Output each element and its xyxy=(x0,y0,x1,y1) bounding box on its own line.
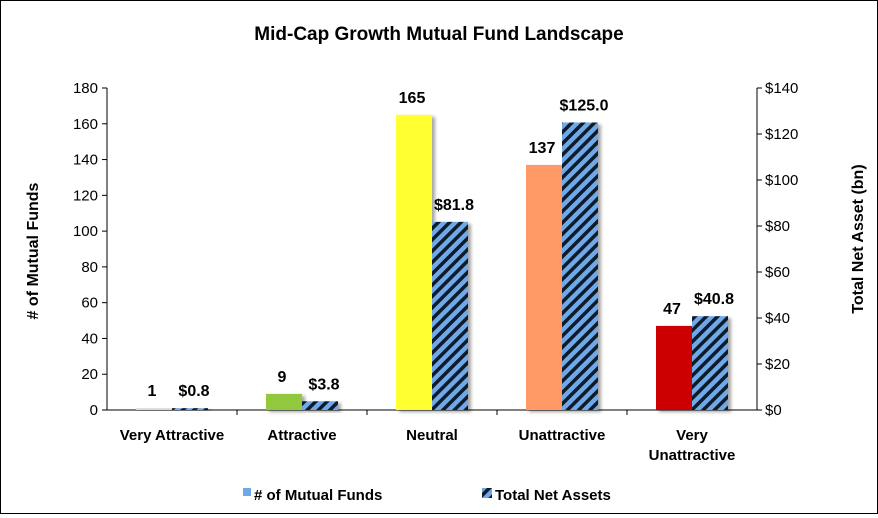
data-label-funds: 137 xyxy=(529,140,556,157)
data-label-funds: 1 xyxy=(148,383,157,400)
bar-net-assets xyxy=(432,221,468,410)
right-tick-label: $120 xyxy=(765,126,798,143)
bar-funds xyxy=(136,408,172,410)
chart-title: Mid-Cap Growth Mutual Fund Landscape xyxy=(254,24,623,45)
right-tick-label: $100 xyxy=(765,172,798,189)
bar-net-assets xyxy=(172,408,208,410)
bar-funds xyxy=(396,114,432,410)
bar-net-assets xyxy=(562,122,598,410)
left-tick-label: 40 xyxy=(81,330,98,347)
category-label: Attractive xyxy=(267,427,336,444)
bar-net-assets xyxy=(302,401,338,410)
left-tick-label: 120 xyxy=(73,187,98,204)
category-label: Very xyxy=(676,427,708,444)
left-tick-label: 140 xyxy=(73,152,98,169)
legend-label-funds: # of Mutual Funds xyxy=(254,487,382,504)
data-label-funds: 47 xyxy=(663,301,681,318)
left-tick-label: 20 xyxy=(81,366,98,383)
right-tick-label: $140 xyxy=(765,80,798,97)
bar-funds xyxy=(656,325,692,410)
bar-funds xyxy=(266,393,302,410)
legend-swatch-assets xyxy=(482,488,492,498)
left-tick-label: 160 xyxy=(73,116,98,133)
bar-funds xyxy=(526,164,562,410)
right-y-axis: $0 $20 $40 $60 $80 $100 $120 $140 xyxy=(756,80,798,419)
legend: # of Mutual Funds Total Net Assets xyxy=(243,487,611,504)
left-tick-label: 60 xyxy=(81,295,98,312)
x-axis-labels: Very Attractive Attractive Neutral Unattrac… xyxy=(120,427,736,464)
legend-label-assets: Total Net Assets xyxy=(495,487,611,504)
left-tick-label: 100 xyxy=(73,223,98,240)
right-axis-title: Total Net Asset (bn) xyxy=(850,164,867,313)
right-tick-label: $40 xyxy=(765,310,790,327)
left-tick-label: 180 xyxy=(73,80,98,97)
data-label-net-assets: $3.8 xyxy=(308,376,339,393)
right-tick-label: $20 xyxy=(765,356,790,373)
data-label-net-assets: $0.8 xyxy=(178,383,209,400)
data-label-funds: 9 xyxy=(278,369,287,386)
bar-net-assets xyxy=(692,316,728,410)
right-tick-label: $0 xyxy=(765,402,782,419)
bars xyxy=(136,114,728,410)
legend-swatch-funds xyxy=(243,488,251,496)
category-label: Very Attractive xyxy=(120,427,225,444)
category-label: Unattractive xyxy=(519,427,606,444)
category-label: Neutral xyxy=(406,427,458,444)
category-label: Unattractive xyxy=(649,447,736,464)
data-label-net-assets: $40.8 xyxy=(694,291,734,308)
data-label-funds: 165 xyxy=(399,90,426,107)
left-axis-title: # of Mutual Funds xyxy=(25,182,42,319)
data-labels: 1 $0.8 9 $3.8 165 $81.8 137 $125.0 47 $40.8 xyxy=(148,90,735,400)
left-tick-label: 80 xyxy=(81,259,98,276)
data-label-net-assets: $81.8 xyxy=(434,197,474,214)
data-label-net-assets: $125.0 xyxy=(560,98,609,115)
right-tick-label: $80 xyxy=(765,218,790,235)
right-tick-label: $60 xyxy=(765,264,790,281)
left-tick-label: 0 xyxy=(90,402,98,419)
